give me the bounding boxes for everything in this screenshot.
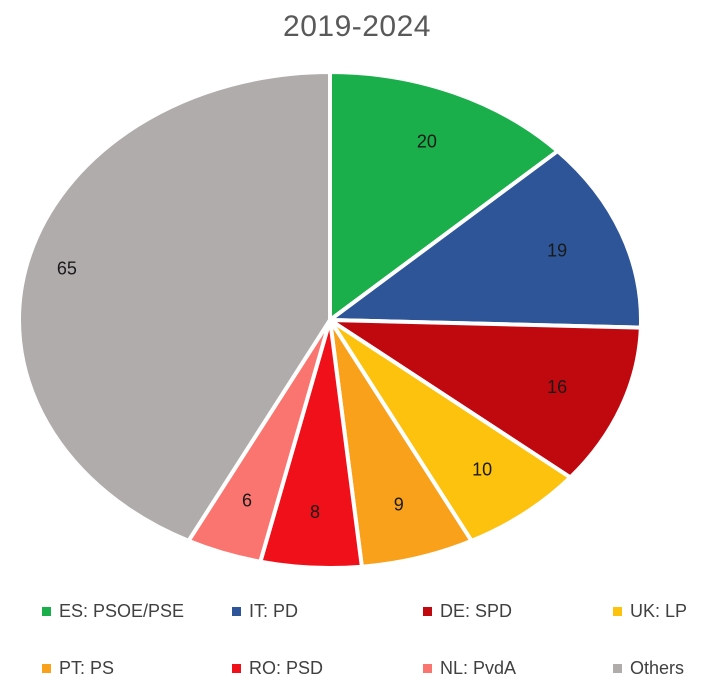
slice-value-label-ro-psd: 8	[310, 502, 320, 522]
pie-slice-uk-lp	[328, 318, 573, 543]
slice-value-label-others: 65	[57, 258, 77, 278]
chart-title: 2019-2024	[283, 10, 431, 43]
pie-slice-it-pd	[328, 149, 643, 330]
pie-slice-de-spd	[328, 318, 643, 480]
slice-value-label-uk-lp: 10	[472, 459, 492, 479]
slice-value-label-it-pd: 19	[547, 241, 567, 261]
slice-value-label-de-spd: 16	[547, 377, 567, 397]
slice-value-label-nl-pvda: 6	[242, 491, 252, 511]
pie-slice-es-psoe-pse	[328, 70, 560, 322]
pie-slice-others	[17, 70, 332, 543]
slice-value-label-pt-ps: 9	[394, 494, 404, 514]
slice-value-label-es-psoe-pse: 20	[417, 131, 437, 151]
